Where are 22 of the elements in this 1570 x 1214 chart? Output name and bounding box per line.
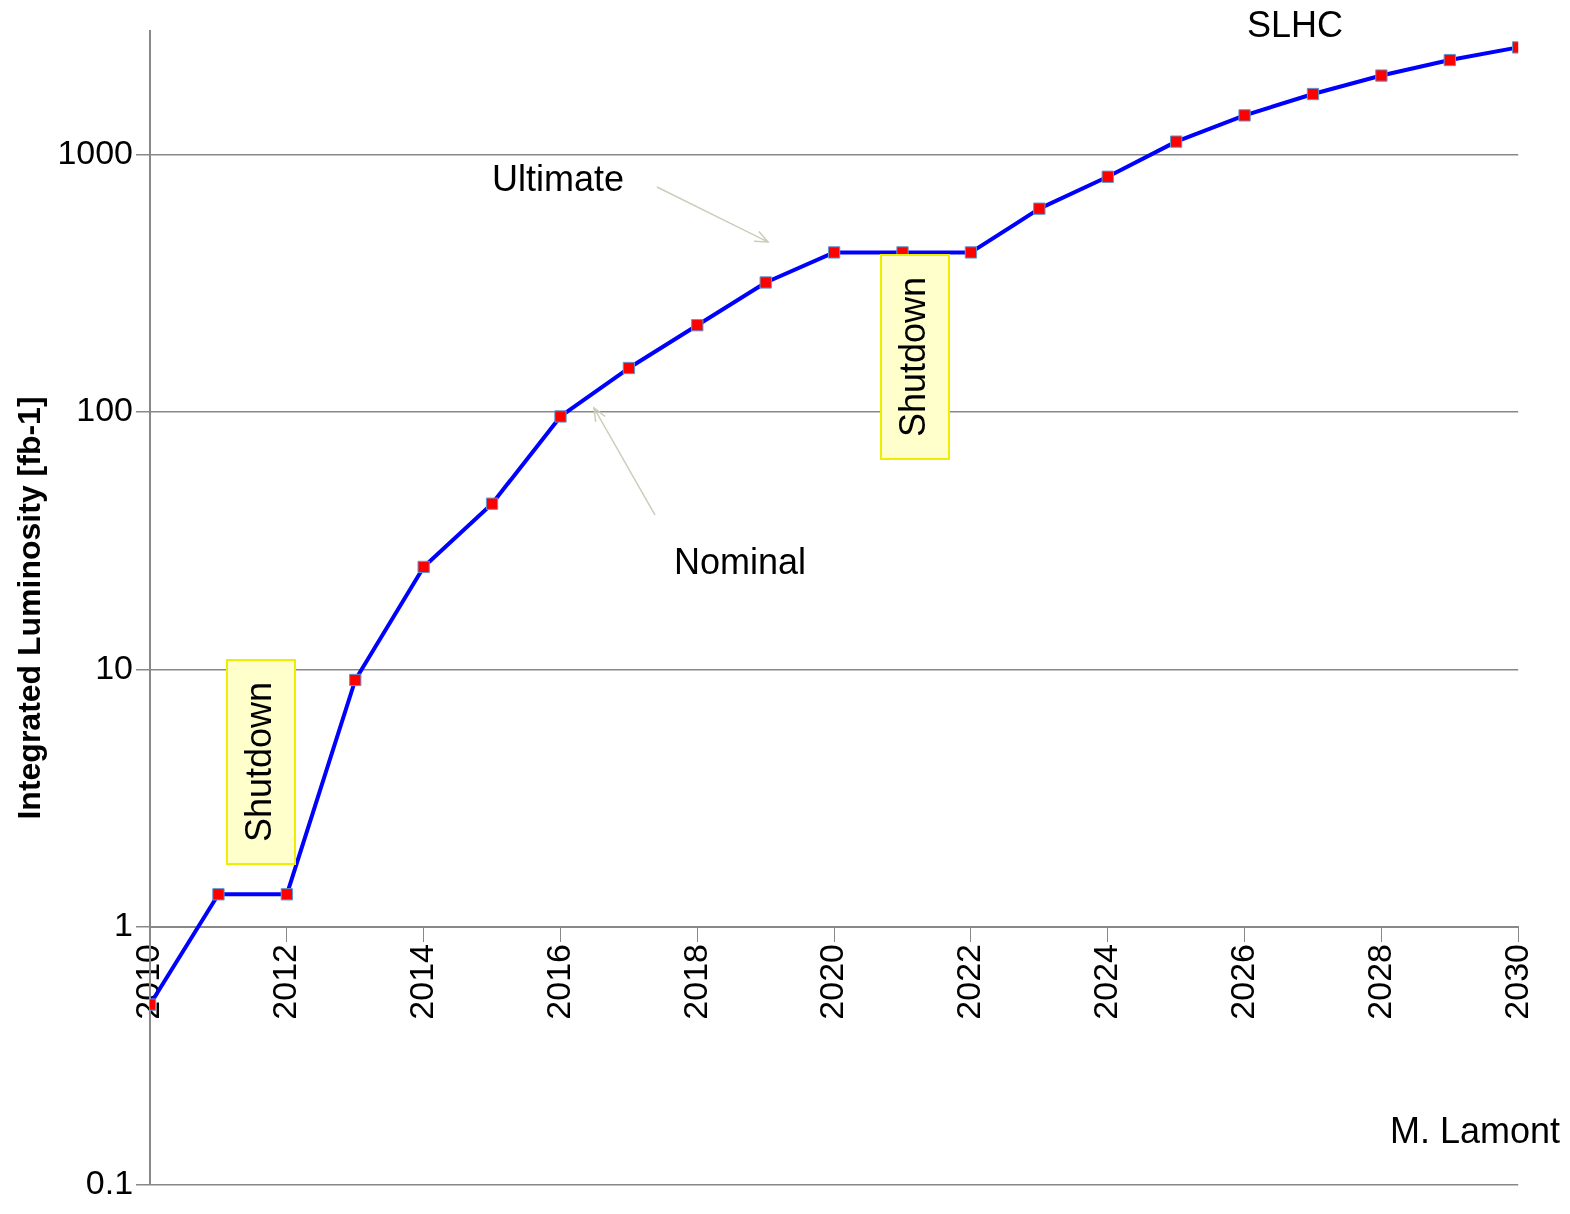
- x-tick-label: 2016: [538, 944, 577, 1020]
- x-tick-label: 2028: [1359, 944, 1398, 1020]
- x-tick-label: 2026: [1222, 944, 1261, 1020]
- x-tick-label: 2018: [675, 944, 714, 1020]
- annotation: M. Lamont: [1389, 1109, 1560, 1151]
- y-axis-title: Integrated Luminosity [fb-1]: [11, 396, 48, 820]
- x-tick-label: 2012: [265, 944, 304, 1020]
- y-tick-label: 100: [76, 390, 134, 429]
- x-tick-label: 2020: [812, 944, 851, 1020]
- x-tick-label: 2024: [1086, 944, 1125, 1020]
- annotation: Shutdown: [237, 681, 279, 843]
- y-tick-label: 1: [114, 905, 134, 944]
- x-tick-label: 2022: [949, 944, 988, 1020]
- annotation: Nominal: [673, 540, 807, 582]
- annotation: Ultimate: [491, 157, 625, 199]
- x-tick-label: 2014: [402, 944, 441, 1020]
- y-tick-label: 1000: [57, 132, 134, 171]
- annotation: Shutdown: [891, 276, 933, 438]
- annotation: SLHC: [1246, 3, 1344, 45]
- y-tick-label: 10: [95, 647, 134, 686]
- y-tick-label: 0.1: [85, 1162, 134, 1201]
- x-tick-label: 2030: [1496, 944, 1535, 1020]
